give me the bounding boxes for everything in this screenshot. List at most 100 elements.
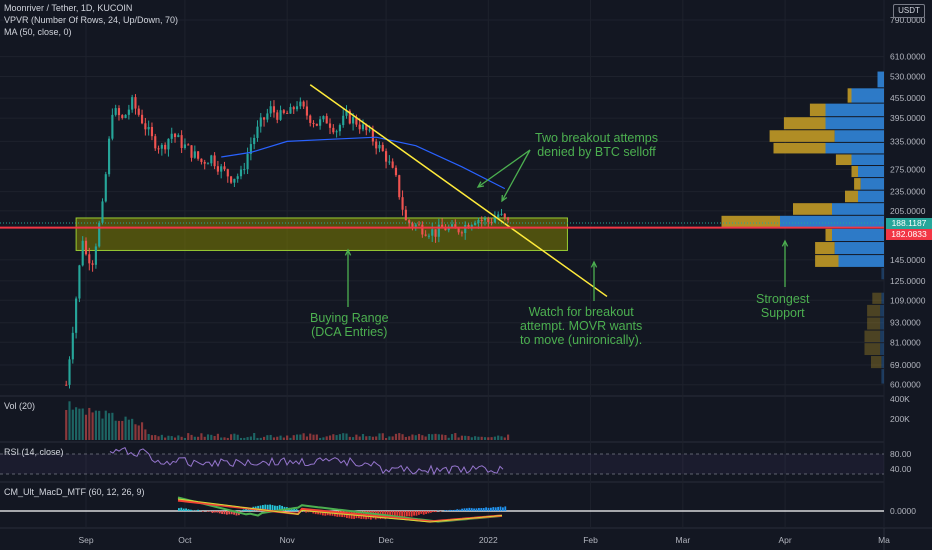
volume-bar [365, 436, 368, 440]
candle-body [480, 220, 483, 222]
candle-body [94, 246, 97, 265]
chart-title[interactable]: Moonriver / Tether, 1D, KUCOIN [4, 3, 133, 13]
candle-body [328, 123, 332, 128]
candle-body [487, 218, 490, 223]
volume-bar [121, 420, 124, 440]
buying-text-2: (DCA Entries) [311, 325, 388, 339]
volume-bar [404, 436, 407, 440]
candle-body [322, 116, 325, 120]
volume-bar [332, 434, 335, 440]
volume-bar [127, 419, 130, 440]
support-text-2: Support [760, 306, 805, 320]
volume-bar [305, 436, 309, 440]
candle-body [167, 138, 170, 150]
volume-tick-label: 200K [890, 414, 910, 424]
volume-bar [421, 435, 424, 440]
ma-legend[interactable]: MA (50, close, 0) [4, 27, 72, 37]
rsi-legend[interactable]: RSI (14, close) [4, 447, 64, 457]
candle-body [88, 254, 91, 264]
vp-bar-up [858, 166, 884, 178]
candle-body [144, 123, 147, 130]
candle-body [210, 155, 213, 164]
volume-bar [441, 434, 444, 440]
vp-bar-down [783, 117, 826, 130]
candle-body [71, 332, 74, 360]
candle-body [421, 224, 424, 235]
macd-histogram-bar [415, 511, 418, 516]
volume-bar [213, 436, 216, 440]
macd-histogram-bar [187, 509, 190, 511]
candle-body [371, 129, 374, 142]
macd-histogram-bar [216, 511, 219, 513]
volume-bar [173, 437, 177, 440]
macd-tick-label: 0.0000 [890, 506, 916, 516]
currency-button[interactable]: USDT [893, 4, 925, 18]
volume-legend[interactable]: Vol (20) [4, 401, 36, 411]
candle-body [104, 174, 107, 202]
volume-profile [721, 71, 884, 384]
macd-histogram-bar [458, 509, 461, 511]
volume-bar [335, 435, 338, 440]
macd-histogram-bar [451, 510, 454, 511]
volume-bar [193, 436, 196, 440]
macd-histogram-bar [401, 511, 403, 518]
vp-bar-down [864, 330, 881, 343]
rsi-line [109, 447, 504, 476]
candle-body [269, 106, 272, 114]
rsi-band [0, 454, 884, 474]
macd-histogram-bar [324, 511, 327, 516]
volume-bar [180, 436, 183, 440]
volume-bar [480, 436, 483, 440]
candle-body [150, 126, 154, 137]
volume-bar [361, 434, 365, 440]
macd-histogram-bar [293, 508, 295, 511]
macd-legend[interactable]: CM_Ult_MacD_MTF (60, 12, 26, 9) [4, 487, 145, 497]
vp-bar-up [838, 255, 884, 267]
vpvr-legend[interactable]: VPVR (Number Of Rows, 24, Up/Down, 70) [4, 15, 179, 25]
candles [65, 94, 510, 389]
volume-bar [309, 433, 312, 440]
candle-body [246, 153, 249, 170]
volume-bar [91, 412, 94, 440]
macd-secondary-line [177, 498, 503, 523]
volume-bar [355, 434, 358, 440]
volume-bar [243, 437, 246, 440]
candle-body [197, 151, 200, 159]
macd-histogram-bar [456, 509, 459, 511]
chart-legend: Moonriver / Tether, 1D, KUCOIN VPVR (Num… [4, 2, 178, 38]
candle-body [332, 127, 335, 133]
vp-bar-up [780, 215, 884, 228]
macd-histogram-bar [449, 509, 451, 511]
candle-body [279, 110, 282, 120]
candle-body [177, 135, 180, 138]
volume-bar [378, 433, 381, 440]
macd-histogram-bar [406, 511, 408, 517]
arrow-first-breakout-head [476, 181, 485, 188]
vp-bar-down [871, 356, 882, 369]
buying-range-annotation: Buying Range (DCA Entries) [310, 311, 389, 339]
volume-bar [385, 437, 388, 440]
macd-histogram-bar [226, 511, 228, 515]
candle-body [160, 144, 163, 149]
candle-body [114, 108, 117, 115]
price-tick-label: 205.0000 [890, 206, 926, 216]
macd-histogram-bar [430, 511, 432, 513]
candle-body [108, 138, 111, 175]
volume-bar [450, 434, 454, 440]
volume-bar [299, 434, 302, 440]
candle-body [124, 114, 127, 118]
candle-body [424, 234, 427, 236]
vp-bar-up [832, 228, 884, 242]
macd-histogram-bar [295, 509, 298, 511]
watch-text-3: to move (unironically). [520, 333, 643, 347]
candle-body [289, 107, 292, 114]
time-tick-label: Feb [583, 535, 598, 545]
volume-bar [408, 436, 411, 440]
volume-bar [154, 435, 157, 440]
volume-bar [101, 418, 104, 440]
time-tick-label: Nov [280, 535, 296, 545]
price-tick-label: 145.0000 [890, 255, 926, 265]
price-tick-label: 93.0000 [890, 318, 921, 328]
volume-bar [131, 418, 134, 440]
candle-body [154, 136, 157, 149]
